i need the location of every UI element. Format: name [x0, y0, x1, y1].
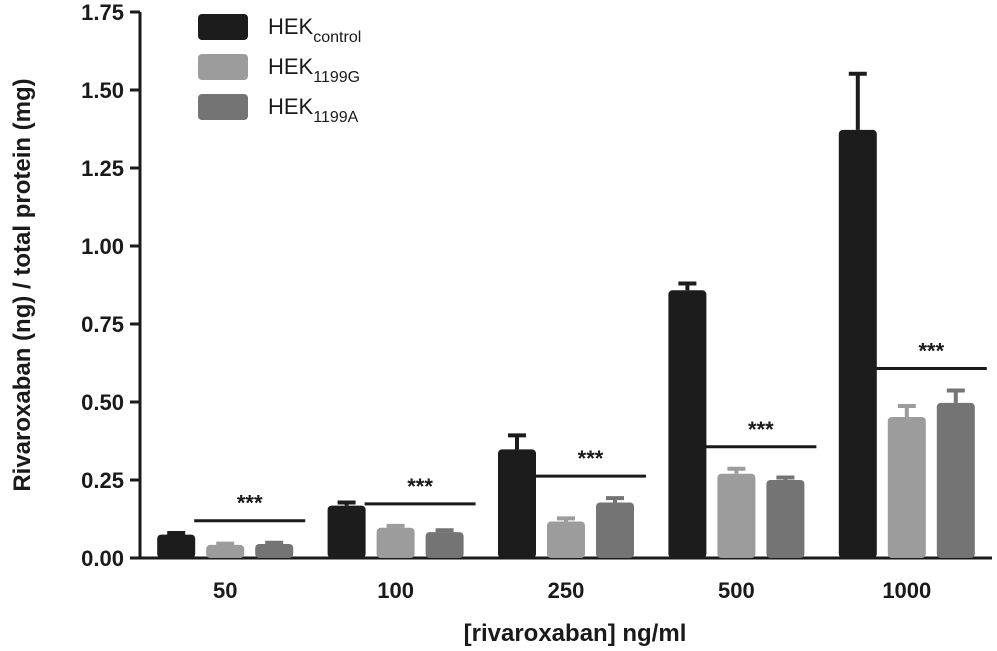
bar-control-50 [157, 534, 196, 558]
significance-label: *** [237, 491, 263, 516]
x-tick-label: 250 [548, 578, 585, 603]
significance-label: *** [578, 446, 604, 471]
y-tick-label: 1.50 [81, 78, 124, 103]
y-tick-label: 0.25 [81, 468, 124, 493]
x-tick-label: 100 [377, 578, 414, 603]
bar-control-1000 [838, 129, 877, 558]
legend-swatch-1199G [198, 54, 248, 80]
significance-label: *** [407, 474, 433, 499]
legend-swatch-1199A [198, 94, 248, 120]
significance-annotations: *** *** *** *** *** [194, 338, 987, 523]
significance-label: *** [918, 338, 944, 363]
legend-label-control: HEKcontrol [268, 14, 361, 46]
bars [157, 71, 975, 558]
bar-control-500 [668, 290, 707, 558]
y-tick-label: 0.50 [81, 390, 124, 415]
legend-label-1199A: HEK1199A [268, 94, 359, 126]
bar-control-250 [498, 449, 536, 558]
legend-label-subscript: control [313, 29, 361, 46]
legend-label-main: HEK [268, 94, 314, 119]
bar-1199A-500 [766, 480, 805, 558]
bar-1199A-50 [255, 543, 294, 558]
y-tick-label: 1.00 [81, 234, 124, 259]
legend-label-subscript: 1199G [313, 69, 360, 86]
x-tick-label: 50 [213, 578, 237, 603]
bar-1199A-1000 [936, 402, 975, 558]
y-axis-title: Rivaroxaban (ng) / total protein (mg) [9, 78, 36, 491]
bar-1199G-500 [717, 473, 756, 558]
x-axis: 50 100 250 500 1000 [140, 556, 992, 603]
y-tick-label: 0.75 [81, 312, 124, 337]
x-tick-label: 500 [718, 578, 755, 603]
legend-label-main: HEK [268, 14, 314, 39]
x-axis-title: [rivaroxaban] ng/ml [464, 620, 687, 647]
legend-label-1199G: HEK1199G [268, 54, 360, 86]
bar-1199G-50 [206, 544, 245, 558]
bar-1199A-100 [425, 532, 464, 558]
legend-label-subscript: 1199A [313, 109, 358, 126]
bar-1199A-250 [596, 502, 634, 558]
y-axis: 0.00 0.25 0.50 0.75 1.00 1.25 1.50 1.75 [81, 0, 142, 571]
bar-control-100 [327, 505, 366, 558]
bar-1199G-1000 [887, 416, 926, 558]
y-tick-label: 1.25 [81, 156, 124, 181]
legend-swatch-control [198, 14, 248, 40]
bar-1199G-100 [376, 527, 415, 558]
significance-label: *** [748, 417, 774, 442]
bar-1199G-250 [547, 521, 585, 558]
legend-label-main: HEK [268, 54, 314, 79]
x-tick-label: 1000 [882, 578, 931, 603]
y-tick-label: 0.00 [81, 546, 124, 571]
y-tick-label: 1.75 [81, 0, 124, 25]
